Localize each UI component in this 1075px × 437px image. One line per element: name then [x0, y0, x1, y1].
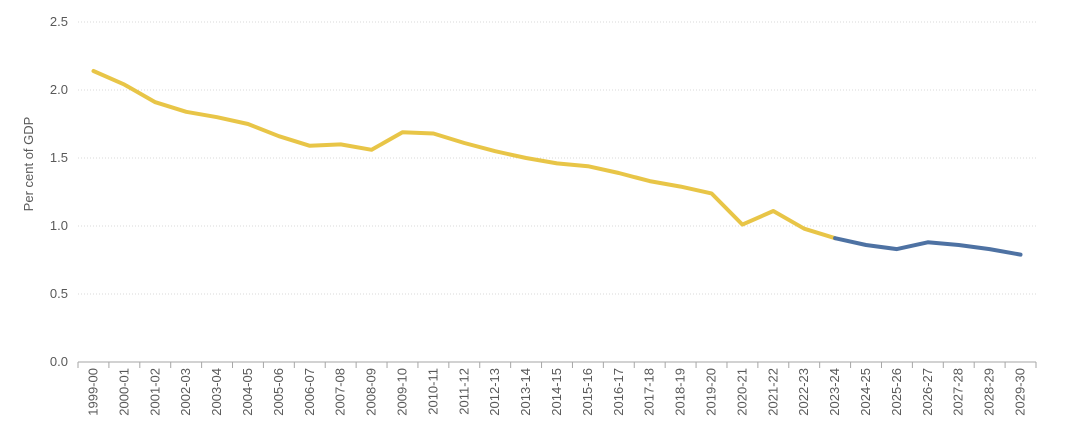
- x-tick-label: 2009-10: [394, 368, 409, 416]
- x-tick-label: 2029-30: [1013, 368, 1028, 416]
- x-tick-label: 2017-18: [642, 368, 657, 416]
- y-tick-label: 1.0: [50, 218, 68, 233]
- x-tick-label: 2005-06: [271, 368, 286, 416]
- y-tick-label: 0.5: [50, 286, 68, 301]
- x-tick-label: 2023-24: [827, 368, 842, 416]
- x-tick-label: 2010-11: [425, 368, 440, 415]
- x-tick-label: 2024-25: [858, 368, 873, 416]
- x-tick-label: 2018-19: [673, 368, 688, 416]
- series-lines: [91, 69, 1023, 257]
- x-tick-label: 2007-08: [333, 368, 348, 416]
- gridlines: [78, 21, 1036, 295]
- x-tick-label: 1999-00: [85, 368, 100, 416]
- x-tick-label: 2013-14: [518, 368, 533, 416]
- x-tick-label: 2015-16: [580, 368, 595, 416]
- x-tick-label: 2014-15: [549, 368, 564, 416]
- x-tick-label: 2016-17: [611, 368, 626, 416]
- x-tick-label: 2028-29: [982, 368, 997, 416]
- x-tick-label: 2012-13: [487, 368, 502, 416]
- y-tick-label: 1.5: [50, 150, 68, 165]
- x-tick-label: 2020-21: [734, 368, 749, 416]
- series-line-1: [91, 69, 838, 241]
- x-tick-label: 2004-05: [240, 368, 255, 416]
- x-tick-label: 2000-01: [116, 368, 131, 416]
- y-tick-label: 0.0: [50, 354, 68, 369]
- x-tick-label: 2027-28: [951, 368, 966, 416]
- x-tick-label: 2022-23: [796, 368, 811, 416]
- y-axis-ticks: 0.0 0.5 1.0 1.5 2.0 2.5: [50, 14, 68, 369]
- x-tick-label: 2026-27: [920, 368, 935, 416]
- x-tick-label: 2002-03: [178, 368, 193, 416]
- x-tick-label: 2025-26: [889, 368, 904, 416]
- y-axis-title: Per cent of GDP: [21, 117, 36, 212]
- y-tick-label: 2.0: [50, 82, 68, 97]
- x-tick-label: 2006-07: [302, 368, 317, 416]
- x-tick-label: 2011-12: [456, 368, 471, 415]
- x-tick-label: 2001-02: [147, 368, 162, 416]
- x-axis-ticks: 1999-00 2000-01 2001-02 2002-03 2003-04 2004-…: [77, 362, 1037, 416]
- x-tick-label: 2019-20: [704, 368, 719, 416]
- x-tick-label: 2021-22: [765, 368, 780, 416]
- series-line-2: [833, 236, 1023, 257]
- y-tick-label: 2.5: [50, 14, 68, 29]
- x-tick-label: 2008-09: [364, 368, 379, 416]
- x-tick-label: 2003-04: [209, 368, 224, 416]
